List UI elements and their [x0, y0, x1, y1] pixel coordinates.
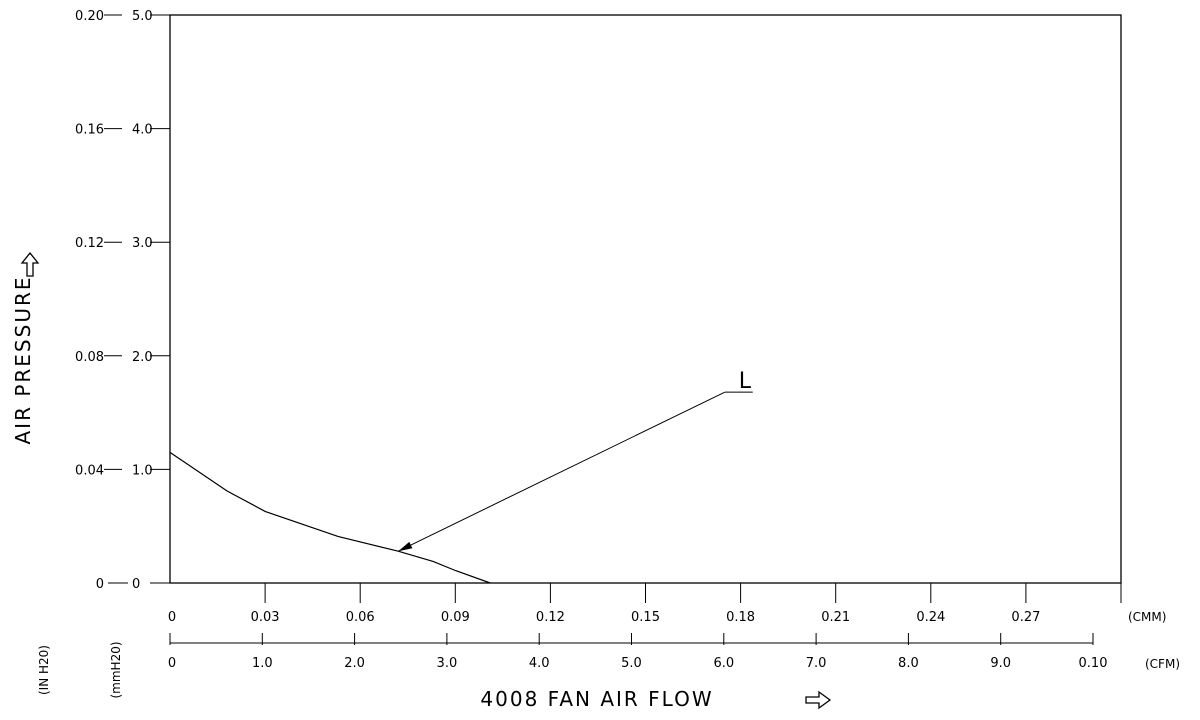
x-tick-label-cmm-3: 0.09 [441, 610, 470, 625]
y-unit-in-h2o: (IN H20) [37, 645, 51, 695]
x-unit-cmm: (CMM) [1128, 610, 1166, 624]
y-tick-label-mmh2o-4: 4.0 [132, 123, 153, 138]
x-tick-label-cmm-2: 0.06 [346, 610, 375, 625]
y-tick-label-mmh2o-1: 1.0 [132, 463, 153, 478]
annotation-arrowhead [398, 541, 413, 552]
x-tick-label-cfm-2: 2.0 [344, 656, 365, 671]
y-tick-label-mmh2o-3: 3.0 [132, 236, 153, 251]
x-tick-label-cfm-0: 0 [168, 656, 176, 671]
x-tick-label-cfm-10: 0.10 [1079, 656, 1108, 671]
right-arrow-icon [805, 690, 832, 710]
annotation-label: L [739, 369, 752, 394]
x-tick-label-cmm-9: 0.27 [1011, 610, 1040, 625]
y-unit-mmh2o: (mmH20) [109, 641, 123, 698]
x-tick-label-cfm-9: 9.0 [990, 656, 1011, 671]
x-axis: 0 0.03 0.06 0.09 0.12 0.15 0.18 0.21 0.24 0.27 0 1.… [168, 583, 1122, 671]
y-tick-label-in-h2o-5: 0.20 [75, 9, 104, 24]
x-axis-title: 4008 FAN AIR FLOW [480, 687, 713, 711]
x-tick-label-cmm-8: 0.24 [916, 610, 945, 625]
annotation-leader [398, 391, 725, 552]
y-tick-label-mmh2o-5: 5.0 [132, 9, 153, 24]
y-tick-label-in-h2o-1: 0.04 [75, 463, 104, 478]
x-tick-label-cfm-7: 7.0 [806, 656, 827, 671]
x-tick-label-cmm-6: 0.18 [726, 610, 755, 625]
x-tick-label-cfm-8: 8.0 [898, 656, 919, 671]
x-tick-label-cfm-3: 3.0 [437, 656, 458, 671]
x-tick-label-cmm-1: 0.03 [251, 610, 280, 625]
x-tick-label-cmm-7: 0.21 [821, 610, 850, 625]
y-tick-label-in-h2o-0: 0 [96, 577, 104, 592]
annotation-l: L [398, 369, 753, 552]
y-tick-label-mmh2o-2: 2.0 [132, 350, 153, 365]
x-tick-label-cfm-1: 1.0 [252, 656, 273, 671]
x-tick-label-cmm-5: 0.15 [631, 610, 660, 625]
x-tick-label-cfm-4: 4.0 [529, 656, 550, 671]
x-tick-label-cfm-6: 6.0 [713, 656, 734, 671]
y-axis: 0 0 1.0 0.04 2.0 0.08 3.0 0.12 4.0 0.16 5.0 0.20 [75, 9, 170, 592]
x-unit-cfm: (CFM) [1145, 657, 1180, 671]
up-arrow-icon [20, 251, 40, 277]
y-tick-label-in-h2o-4: 0.16 [75, 123, 104, 138]
y-axis-title: AIR PRESSURE [11, 276, 35, 445]
x-axis-title-group: 4008 FAN AIR FLOW [480, 687, 832, 711]
x-tick-label-cmm-4: 0.12 [536, 610, 565, 625]
y-tick-label-in-h2o-2: 0.08 [75, 350, 104, 365]
y-tick-label-in-h2o-3: 0.12 [75, 236, 104, 251]
x-tick-label-cfm-5: 5.0 [621, 656, 642, 671]
series-line-l [169, 451, 491, 584]
y-tick-label-mmh2o-0: 0 [132, 577, 140, 592]
y-axis-title-group: AIR PRESSURE [11, 251, 40, 445]
x-tick-label-cmm-0: 0 [168, 610, 176, 625]
